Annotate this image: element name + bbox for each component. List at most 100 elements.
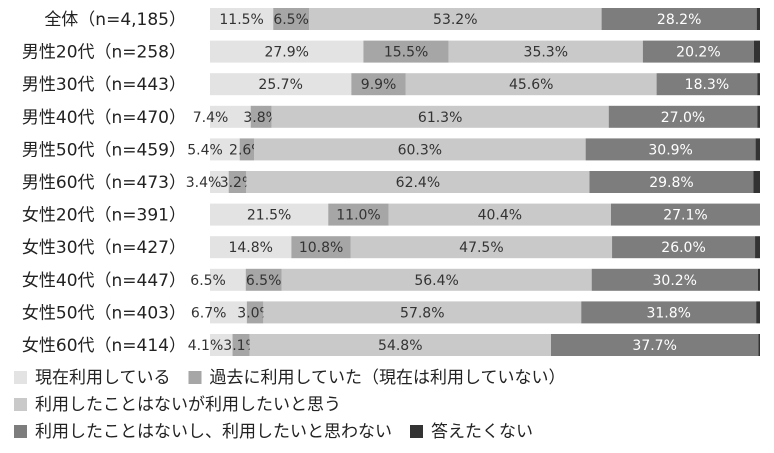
bar-segment xyxy=(210,268,246,291)
data-label: 11.5% xyxy=(219,12,263,28)
bar-segment xyxy=(254,138,586,161)
bar-segment xyxy=(210,105,251,128)
category-label: 男性30代（n=443） xyxy=(22,75,186,95)
data-label: 7.4% xyxy=(193,110,229,126)
category-label: 男性40代（n=470） xyxy=(22,108,186,128)
bar-segment xyxy=(210,8,274,30)
category-label: 女性30代（n=427） xyxy=(22,238,186,258)
legend-label: 現在利用している xyxy=(35,368,171,388)
data-label: 53.2% xyxy=(433,12,477,28)
bar-segment xyxy=(757,268,760,291)
data-label: 47.5% xyxy=(459,240,503,256)
bar-segment xyxy=(210,171,229,193)
legend-swatch xyxy=(410,425,423,438)
bar-segment xyxy=(210,203,329,226)
bar-segment xyxy=(363,40,449,63)
bar-segment xyxy=(281,268,592,291)
data-label: 20.2% xyxy=(676,45,720,61)
data-label: 21.5% xyxy=(247,208,291,224)
data-label: 30.9% xyxy=(648,142,692,158)
bar-segment xyxy=(210,73,352,96)
data-label: 56.4% xyxy=(414,273,458,289)
data-label: 40.4% xyxy=(478,208,522,224)
data-label: 18.3% xyxy=(685,77,729,93)
data-label: 26.0% xyxy=(661,240,705,256)
data-label: 57.8% xyxy=(400,305,444,321)
bar-segment xyxy=(448,40,643,63)
data-label: 61.3% xyxy=(418,110,462,126)
category-label: 男性50代（n=459） xyxy=(22,140,186,160)
data-label: 37.7% xyxy=(632,338,676,354)
bar-segment xyxy=(656,73,758,96)
bar-segment xyxy=(753,40,760,63)
bar-segment xyxy=(273,8,309,30)
bar-segment xyxy=(589,171,754,193)
bar-segment xyxy=(757,105,760,128)
data-label: 6.5% xyxy=(273,12,309,28)
bar-segment xyxy=(309,8,602,30)
bar-segment xyxy=(351,73,406,96)
bar-segment xyxy=(388,203,611,226)
legend-swatch xyxy=(14,371,27,384)
legend-label: 答えたくない xyxy=(431,422,533,442)
data-label: 10.8% xyxy=(299,240,343,256)
bar-segment xyxy=(249,334,551,356)
bar-segment xyxy=(756,8,760,30)
legend-label: 過去に利用していた（現在は利用していない） xyxy=(210,368,566,388)
data-label: 9.9% xyxy=(361,77,397,93)
bar-segment xyxy=(210,138,240,161)
data-label: 3.4% xyxy=(186,175,222,191)
data-label: 6.7% xyxy=(191,305,227,321)
bar-segment xyxy=(245,268,282,291)
bar-segment xyxy=(350,236,613,259)
category-label: 男性20代（n=258） xyxy=(22,43,186,63)
bar-segment xyxy=(210,334,233,356)
data-label: 27.9% xyxy=(264,45,308,61)
category-label: 男性60代（n=473） xyxy=(22,173,186,193)
data-label: 31.8% xyxy=(646,305,690,321)
data-label: 4.1% xyxy=(188,338,224,354)
category-label: 全体（n=4,185） xyxy=(44,10,186,30)
data-label: 14.8% xyxy=(228,240,272,256)
bar-segment xyxy=(755,236,760,259)
bar-segment xyxy=(405,73,657,96)
data-label: 27.0% xyxy=(661,110,705,126)
data-label: 62.4% xyxy=(396,175,440,191)
data-label: 3.8% xyxy=(243,110,279,126)
bar-segment xyxy=(239,138,254,161)
category-label: 女性60代（n=414） xyxy=(22,336,186,356)
bar-segment xyxy=(610,203,760,226)
category-label: 女性40代（n=447） xyxy=(22,271,186,291)
bar-segment xyxy=(753,171,760,193)
bar-segment xyxy=(210,301,247,324)
data-label: 27.1% xyxy=(663,208,707,224)
bar-segment xyxy=(608,105,758,128)
data-label: 54.8% xyxy=(378,338,422,354)
bar-segment xyxy=(250,105,272,128)
data-label: 45.6% xyxy=(509,77,553,93)
legend-label: 利用したことはないが利用したいと思う xyxy=(35,395,341,415)
data-label: 28.2% xyxy=(657,12,701,28)
bar-segment xyxy=(756,301,760,324)
bar-segment xyxy=(642,40,754,63)
bar-segment xyxy=(612,236,756,259)
bar-segment xyxy=(271,105,609,128)
bar-segment xyxy=(210,40,364,63)
bar-segment xyxy=(328,203,389,226)
bar-segment xyxy=(585,138,756,161)
category-label: 女性20代（n=391） xyxy=(22,206,186,226)
legend-swatch xyxy=(14,398,27,411)
bar-segment xyxy=(758,334,760,356)
bar-segment xyxy=(228,171,247,193)
bar-segment xyxy=(246,171,590,193)
bar-segment xyxy=(551,334,759,356)
bar-segment xyxy=(755,138,760,161)
bar-segment xyxy=(591,268,758,291)
data-label: 6.5% xyxy=(190,273,226,289)
data-label: 11.0% xyxy=(336,208,380,224)
data-label: 29.8% xyxy=(649,175,693,191)
bar-segment xyxy=(210,236,292,259)
category-label: 女性50代（n=403） xyxy=(22,303,186,323)
data-label: 15.5% xyxy=(384,45,428,61)
